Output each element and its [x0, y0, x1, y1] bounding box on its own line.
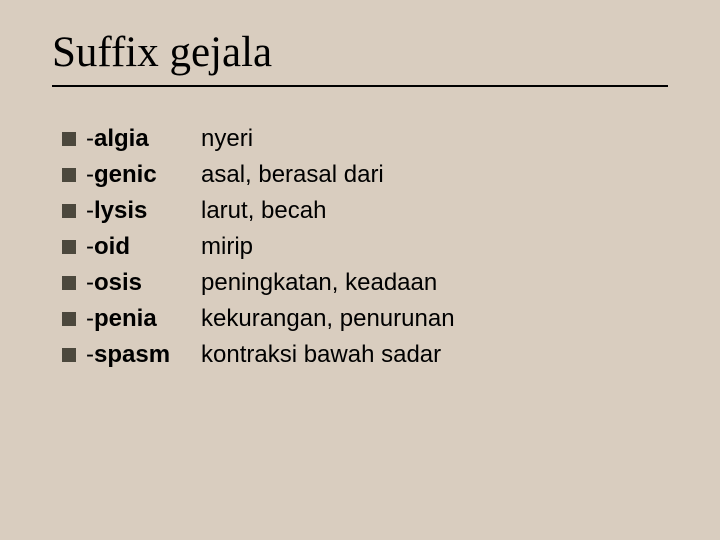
suffix-bold: algia: [94, 125, 149, 152]
suffix-meaning: peningkatan, keadaan: [201, 269, 437, 297]
suffix-term: -spasm: [86, 341, 201, 369]
suffix-meaning: asal, berasal dari: [201, 161, 384, 189]
suffix-bold: lysis: [94, 197, 147, 224]
suffix-bold: penia: [94, 305, 157, 332]
square-bullet-icon: [62, 168, 76, 182]
suffix-term: -penia: [86, 305, 201, 333]
square-bullet-icon: [62, 312, 76, 326]
list-item: -spasm kontraksi bawah sadar: [62, 341, 668, 369]
square-bullet-icon: [62, 204, 76, 218]
suffix-bold: oid: [94, 233, 130, 260]
suffix-term: -genic: [86, 161, 201, 189]
suffix-term: -lysis: [86, 197, 201, 225]
suffix-bold: spasm: [94, 341, 170, 368]
suffix-meaning: nyeri: [201, 125, 253, 153]
list-item: -oid mirip: [62, 233, 668, 261]
suffix-meaning: kontraksi bawah sadar: [201, 341, 441, 369]
slide: Suffix gejala -algia nyeri -genic asal, …: [0, 0, 720, 540]
suffix-meaning: larut, becah: [201, 197, 326, 225]
content-list: -algia nyeri -genic asal, berasal dari -…: [52, 125, 668, 369]
square-bullet-icon: [62, 240, 76, 254]
suffix-term: -algia: [86, 125, 201, 153]
square-bullet-icon: [62, 132, 76, 146]
suffix-meaning: kekurangan, penurunan: [201, 305, 455, 333]
list-item: -algia nyeri: [62, 125, 668, 153]
list-item: -genic asal, berasal dari: [62, 161, 668, 189]
suffix-meaning: mirip: [201, 233, 253, 261]
suffix-term: -osis: [86, 269, 201, 297]
slide-title: Suffix gejala: [52, 28, 668, 87]
list-item: -penia kekurangan, penurunan: [62, 305, 668, 333]
list-item: -osis peningkatan, keadaan: [62, 269, 668, 297]
square-bullet-icon: [62, 348, 76, 362]
suffix-bold: genic: [94, 161, 157, 188]
suffix-bold: osis: [94, 269, 142, 296]
square-bullet-icon: [62, 276, 76, 290]
list-item: -lysis larut, becah: [62, 197, 668, 225]
suffix-term: -oid: [86, 233, 201, 261]
